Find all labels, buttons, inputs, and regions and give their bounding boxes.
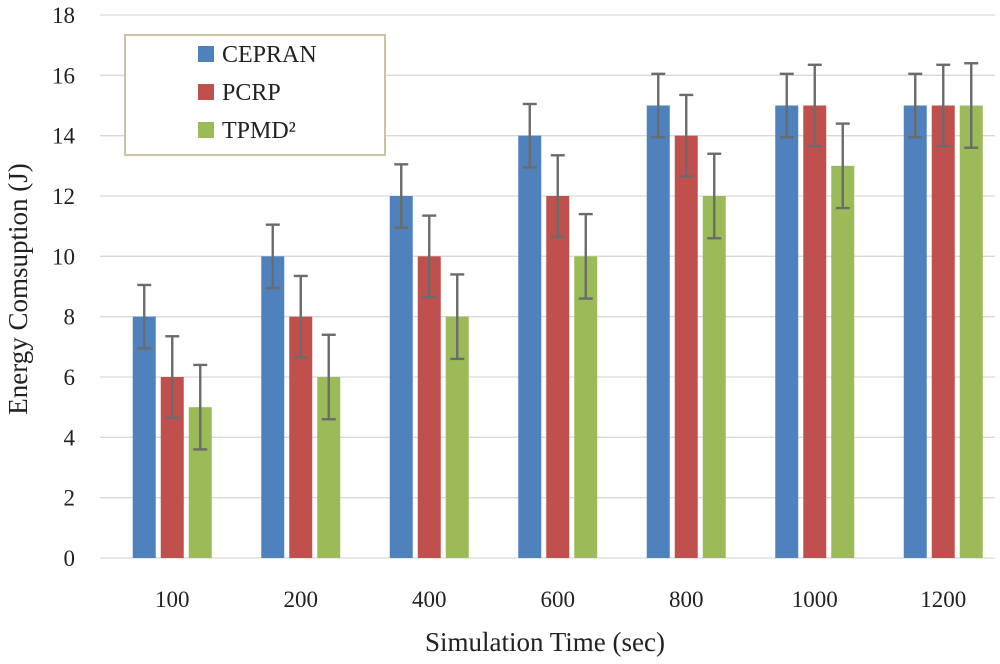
y-tick-label: 16 [52,63,75,88]
bar-tpmd-1200 [959,105,983,558]
bar-tpmd-800 [702,196,726,558]
y-tick-label: 14 [52,124,76,149]
y-tick-label: 2 [64,486,76,511]
x-tick-label: 400 [412,587,447,612]
x-tick-label: 800 [669,587,704,612]
legend-label: PCRP [222,80,281,106]
error-bar-cepran-600 [522,102,537,169]
bar-pcrp-800 [674,135,698,558]
legend-swatch [198,46,214,62]
bar-cepran-800 [646,105,670,558]
error-bar-pcrp-1000 [807,63,822,148]
bar-tpmd-1000 [831,165,855,559]
error-bar-cepran-1200 [908,72,923,139]
bar-tpmd-400 [445,316,469,558]
x-tick-label: 600 [541,587,576,612]
x-tick-label: 100 [155,587,190,612]
bar-cepran-400 [389,196,413,558]
bar-tpmd-600 [574,256,598,558]
error-bar-tpmd-1000 [835,122,850,210]
bar-cepran-600 [518,135,542,558]
legend-swatch [198,122,214,138]
error-bar-cepran-400 [394,163,409,229]
y-tick-label: 6 [64,365,76,390]
y-axis-title: Energy Comsuption (J) [3,163,33,415]
error-bar-cepran-1000 [779,72,794,139]
y-axis-ticks: 0 2 4 6 8 10 12 14 16 18 [52,3,76,571]
error-bars [137,62,979,451]
legend-box [124,34,386,156]
bar-pcrp-100 [160,377,184,558]
x-axis-ticks: 100 200 400 600 800 1000 1200 [155,587,966,612]
x-axis-title: Simulation Time (sec) [425,627,665,657]
bar-cepran-200 [261,256,285,558]
legend: CEPRAN PCRP TPMD² [124,34,386,156]
bar-tpmd-100 [188,407,212,558]
bars [132,105,983,559]
error-bar-cepran-800 [651,72,666,139]
bar-pcrp-1200 [931,105,955,558]
bar-cepran-1200 [903,105,927,558]
error-bar-tpmd-200 [321,333,336,421]
y-tick-label: 4 [64,425,76,450]
error-bar-cepran-100 [137,283,152,350]
bar-pcrp-400 [417,256,441,558]
y-tick-label: 8 [64,305,76,330]
error-bar-pcrp-100 [165,335,180,419]
error-bar-pcrp-1200 [936,63,951,148]
error-bar-tpmd-600 [578,212,593,300]
bar-pcrp-1000 [803,105,827,558]
bar-pcrp-600 [546,196,570,558]
error-bar-tpmd-800 [707,152,722,240]
error-bar-pcrp-400 [422,214,437,299]
x-tick-label: 1000 [792,587,838,612]
legend-label: CEPRAN [222,42,317,68]
error-bar-pcrp-200 [293,274,308,359]
error-bar-tpmd-1200 [964,62,979,149]
y-tick-label: 0 [64,546,76,571]
error-bar-pcrp-600 [550,154,565,238]
y-tick-label: 12 [52,184,75,209]
legend-items: CEPRAN PCRP TPMD² [198,42,317,144]
bar-cepran-100 [132,316,156,558]
y-tick-label: 18 [52,3,75,28]
bar-tpmd-200 [317,377,341,558]
x-tick-label: 200 [284,587,319,612]
y-tick-label: 10 [52,244,75,269]
error-bar-pcrp-800 [679,93,694,178]
x-tick-label: 1200 [920,587,966,612]
bar-cepran-1000 [775,105,799,558]
error-bar-tpmd-100 [193,363,208,451]
legend-swatch [198,84,214,100]
error-bar-tpmd-400 [450,273,465,361]
bar-pcrp-200 [289,316,313,558]
legend-label: TPMD² [222,118,296,144]
error-bar-cepran-200 [265,223,280,290]
